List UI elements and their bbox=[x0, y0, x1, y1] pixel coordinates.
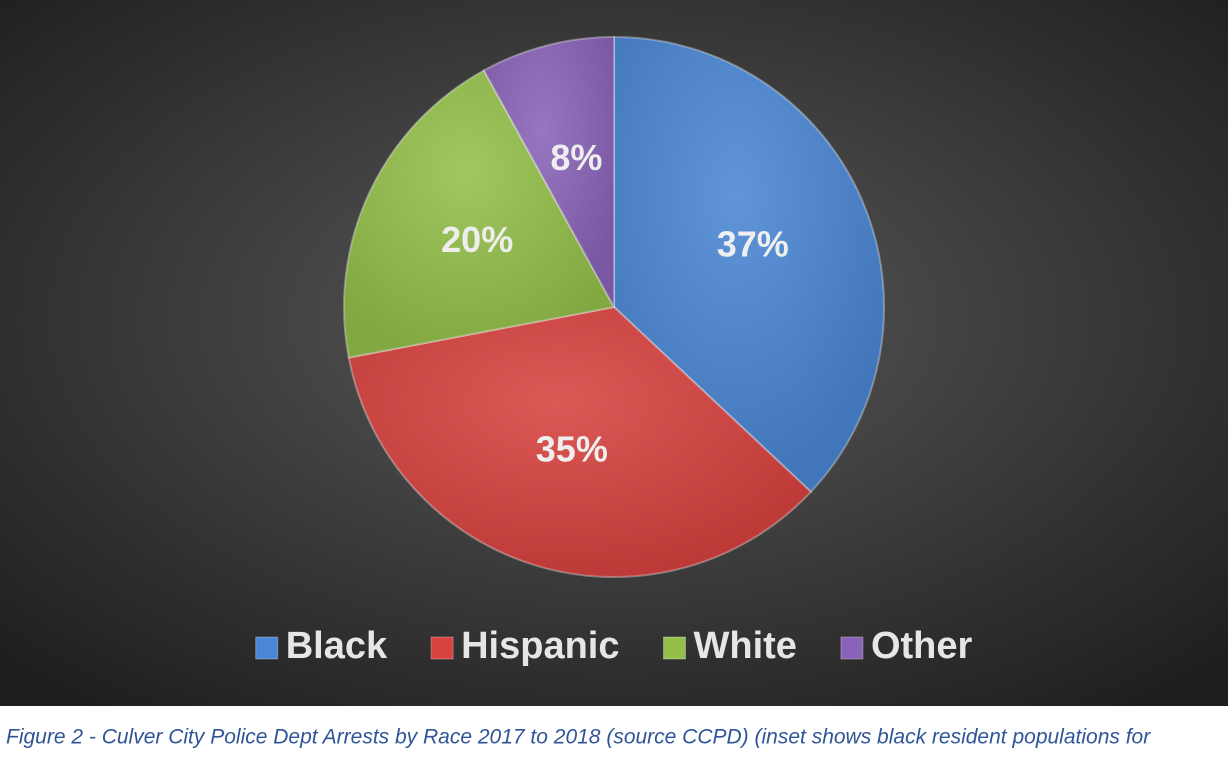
legend: Black Hispanic White Other bbox=[255, 625, 973, 667]
legend-label: White bbox=[694, 625, 797, 667]
legend-swatch bbox=[430, 636, 454, 660]
slice-shade bbox=[348, 307, 811, 577]
slice-shade bbox=[343, 70, 614, 358]
legend-label: Other bbox=[871, 625, 973, 667]
pie: 37% 35% 20% 8% bbox=[343, 35, 885, 578]
legend-label: Black bbox=[286, 625, 388, 667]
legend-swatch bbox=[840, 636, 864, 660]
legend-swatch bbox=[255, 636, 279, 660]
legend-label: Hispanic bbox=[461, 625, 619, 667]
data-label: 37% bbox=[717, 223, 789, 264]
data-label: 35% bbox=[536, 429, 608, 470]
slice-shade bbox=[483, 37, 614, 307]
slice-shade bbox=[614, 37, 884, 492]
legend-swatch bbox=[663, 636, 686, 660]
data-label: 8% bbox=[550, 137, 602, 178]
data-label: 20% bbox=[441, 219, 513, 260]
caption: Figure 2 - Culver City Police Dept Arres… bbox=[6, 726, 1151, 749]
